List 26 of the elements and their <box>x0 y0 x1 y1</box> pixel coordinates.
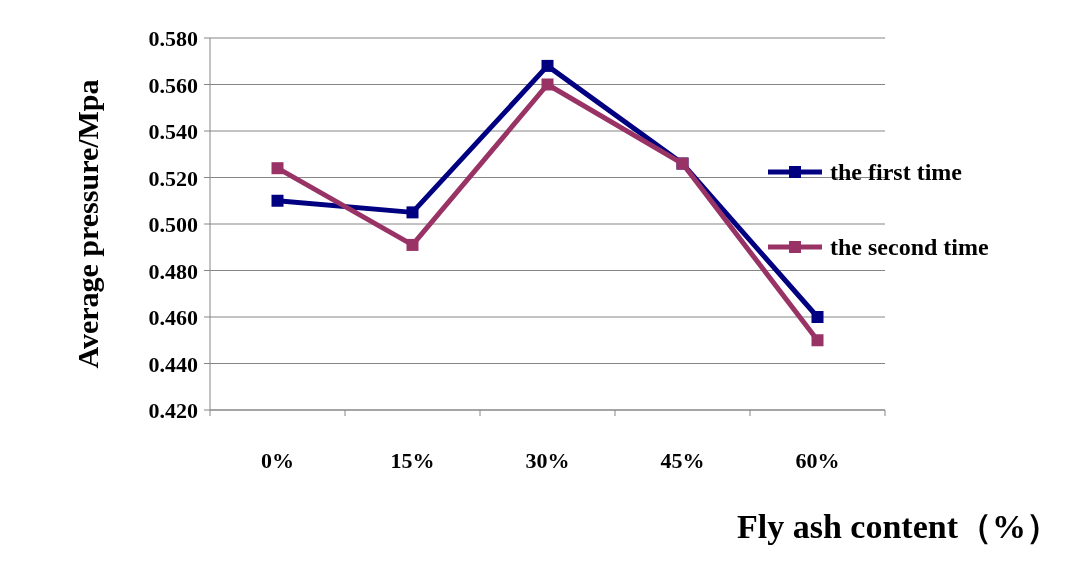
point <box>406 206 419 219</box>
point <box>541 78 554 91</box>
y-tick-label: 0.420 <box>148 398 198 423</box>
y-tick-label: 0.540 <box>148 119 198 144</box>
point <box>406 238 419 251</box>
point <box>811 311 824 323</box>
point <box>271 194 284 207</box>
x-tick-label: 0% <box>261 448 294 473</box>
x-tick-label: 60% <box>795 448 840 473</box>
y-tick-label: 0.580 <box>148 26 198 51</box>
y-axis-title: Average pressure/Mpa <box>71 79 104 369</box>
y-tick-label: 0.480 <box>148 258 198 284</box>
y-tick-label: 0.560 <box>148 72 198 98</box>
y-tick-label: 0.500 <box>148 212 198 237</box>
legend-label: the second time <box>830 234 989 260</box>
point <box>811 334 824 347</box>
x-tick-label: 30% <box>525 448 570 473</box>
y-tick-label: 0.460 <box>148 305 198 330</box>
y-tick-label: 0.440 <box>148 351 198 377</box>
point <box>271 162 284 175</box>
legend-label: the first time <box>830 159 963 185</box>
x-axis-title: Fly ash content（%） <box>737 508 1060 545</box>
y-tick-label: 0.520 <box>148 165 198 191</box>
x-tick-label: 15% <box>390 448 435 473</box>
point <box>541 59 554 72</box>
x-tick-label: 45% <box>660 448 705 473</box>
